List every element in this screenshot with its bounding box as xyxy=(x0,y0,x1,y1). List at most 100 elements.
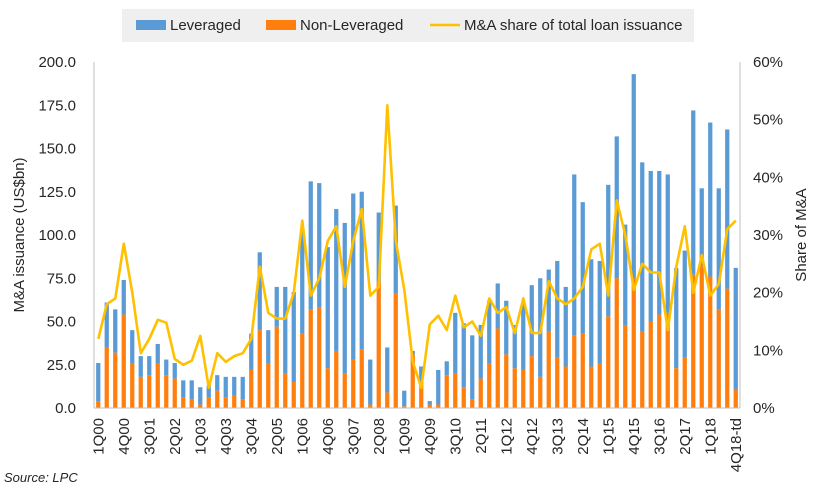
bar-non-leveraged xyxy=(427,404,432,408)
bar-non-leveraged xyxy=(393,293,398,408)
bar-non-leveraged xyxy=(504,354,509,408)
bar-non-leveraged xyxy=(283,373,288,408)
legend-label: Non-Leveraged xyxy=(300,17,403,34)
bar-non-leveraged xyxy=(291,382,296,408)
y-tick-label-left: 50.0 xyxy=(47,314,76,331)
bar-non-leveraged xyxy=(708,276,713,408)
y-tick-label-left: 175.0 xyxy=(38,97,76,114)
x-tick-label: 1Q18 xyxy=(702,418,719,455)
bar-leveraged xyxy=(436,369,441,405)
bar-non-leveraged xyxy=(665,312,670,408)
bar-non-leveraged xyxy=(96,401,101,408)
bar-non-leveraged xyxy=(453,373,458,408)
bar-leveraged xyxy=(104,302,109,348)
bar-leveraged xyxy=(266,330,271,364)
y-tick-label-left: 100.0 xyxy=(38,227,76,244)
bar-leveraged xyxy=(291,292,296,383)
legend-label: M&A share of total loan issuance xyxy=(464,17,682,34)
bar-non-leveraged xyxy=(419,382,424,408)
bar-leveraged xyxy=(716,188,721,310)
y-tick-label-right: 60% xyxy=(753,54,783,71)
bar-leveraged xyxy=(487,300,492,364)
line-layer xyxy=(97,104,737,390)
bar-non-leveraged xyxy=(631,278,636,408)
bar-leveraged xyxy=(504,300,509,355)
x-tick-label: 2Q14 xyxy=(575,418,592,455)
bar-leveraged xyxy=(376,212,381,282)
y-tick-label-left: 150.0 xyxy=(38,141,76,158)
y-axis-right-ticks: 0% 10% 20% 30% 40% 50% 60% xyxy=(753,54,783,417)
bar-non-leveraged xyxy=(334,350,339,408)
x-tick-label: 2Q02 xyxy=(167,418,184,455)
y-tick-label-right: 20% xyxy=(753,285,783,302)
bar-non-leveraged xyxy=(249,369,254,408)
y-tick-label-left: 0.0 xyxy=(55,400,76,417)
bar-leveraged xyxy=(699,188,704,267)
x-tick-label: 1Q03 xyxy=(192,418,209,455)
bar-non-leveraged xyxy=(725,288,730,408)
bar-non-leveraged xyxy=(164,375,169,408)
bar-non-leveraged xyxy=(317,307,322,408)
bar-leveraged xyxy=(657,170,662,315)
x-tick-label: 1Q12 xyxy=(498,418,515,455)
source-note: Source: LPC xyxy=(4,470,78,485)
bar-non-leveraged xyxy=(614,278,619,408)
bar-leveraged xyxy=(223,376,228,398)
y-tick-label-left: 25.0 xyxy=(47,357,76,374)
bar-leveraged xyxy=(257,252,262,331)
bar-non-leveraged xyxy=(657,314,662,408)
x-tick-label: 4Q15 xyxy=(626,418,643,455)
y-tick-label-right: 0% xyxy=(753,400,775,417)
bar-leveraged xyxy=(419,366,424,383)
bar-leveraged xyxy=(393,205,398,294)
bar-non-leveraged xyxy=(691,274,696,408)
bar-non-leveraged xyxy=(478,378,483,408)
bar-non-leveraged xyxy=(325,368,330,408)
bar-non-leveraged xyxy=(113,352,118,408)
y-tick-label-left: 200.0 xyxy=(38,54,76,71)
bar-leveraged xyxy=(444,361,449,376)
bar-leveraged xyxy=(665,174,670,313)
bar-non-leveraged xyxy=(232,395,237,408)
bar-non-leveraged xyxy=(385,392,390,408)
bar-leveraged xyxy=(470,335,475,400)
y-tick-label-right: 30% xyxy=(753,227,783,244)
x-tick-label: 3Q10 xyxy=(447,418,464,455)
bar-non-leveraged xyxy=(121,314,126,408)
y-tick-label-left: 125.0 xyxy=(38,184,76,201)
bar-leveraged xyxy=(138,356,143,377)
bar-non-leveraged xyxy=(521,369,526,408)
bar-leveraged xyxy=(733,267,738,389)
x-tick-label: 3Q01 xyxy=(141,418,158,455)
bar-leveraged xyxy=(606,184,611,317)
bar-non-leveraged xyxy=(215,390,220,408)
bar-non-leveraged xyxy=(342,373,347,408)
legend-label: Leveraged xyxy=(170,17,241,34)
bar-leveraged xyxy=(198,387,203,405)
bar-non-leveraged xyxy=(104,347,109,408)
x-tick-label: 2Q05 xyxy=(269,418,286,455)
bar-non-leveraged xyxy=(172,378,177,408)
x-tick-label: 4Q00 xyxy=(116,418,133,455)
bar-non-leveraged xyxy=(512,368,517,408)
x-tick-label: 4Q18-td xyxy=(728,418,745,472)
x-tick-label: 4Q03 xyxy=(218,418,235,455)
bar-leveraged xyxy=(495,283,500,329)
bar-leveraged xyxy=(232,376,237,396)
bar-leveraged xyxy=(325,247,330,369)
bar-non-leveraged xyxy=(206,397,211,408)
bar-leveraged xyxy=(249,333,254,370)
x-axis-ticks: 1Q00 4Q00 3Q01 2Q02 1Q03 4Q03 3Q04 2Q05 1Q06 4Q06… xyxy=(90,418,745,472)
bar-non-leveraged xyxy=(606,316,611,408)
bar-non-leveraged xyxy=(266,363,271,408)
bar-leveraged xyxy=(317,183,322,308)
bar-non-leveraged xyxy=(181,397,186,408)
bar-leveraged xyxy=(283,286,288,374)
bar-non-leveraged xyxy=(223,397,228,408)
bar-leveraged xyxy=(580,202,585,334)
bar-leveraged xyxy=(725,129,730,289)
bar-leveraged xyxy=(181,380,186,398)
bar-leveraged xyxy=(342,222,347,374)
bar-leveraged xyxy=(113,309,118,353)
bar-non-leveraged xyxy=(308,309,313,408)
